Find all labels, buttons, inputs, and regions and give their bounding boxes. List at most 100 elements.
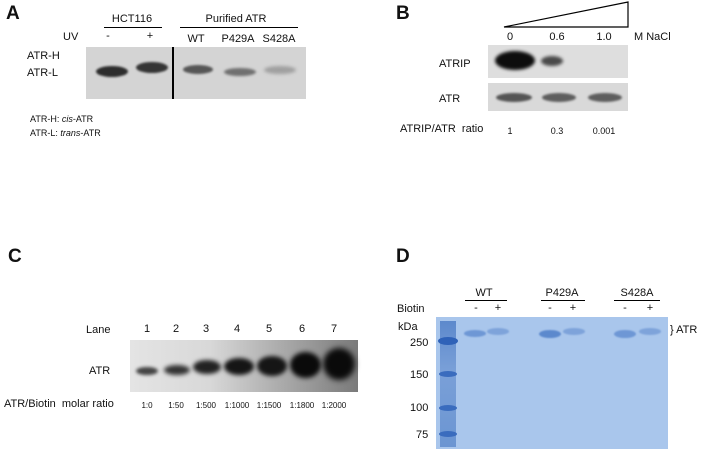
band (224, 358, 254, 375)
legend-l-suffix: -ATR (80, 128, 101, 138)
band (541, 56, 563, 66)
row-atr-c-label: ATR (89, 365, 111, 377)
legend-l-prefix: ATR-L: (30, 128, 61, 138)
band (495, 51, 535, 70)
atr-band (487, 328, 509, 335)
uv-minus: - (106, 30, 110, 42)
row-atr-label: ATR (439, 93, 461, 105)
lane-number: 7 (330, 323, 338, 335)
nacl-conc-0: 0 (506, 31, 514, 43)
molar-ratio-value: 1:1000 (224, 401, 250, 410)
legend-h-term: cis (61, 114, 73, 124)
band-atr-l-label: ATR-L (27, 67, 58, 79)
atr-band (539, 330, 561, 338)
lane-number: 5 (265, 323, 273, 335)
panel-c-blot (130, 340, 358, 392)
group-hct116-label: HCT116 (111, 13, 153, 25)
biotin-minus: - (548, 302, 552, 314)
lane-p429a-label: P429A (221, 33, 255, 45)
nacl-unit: M NaCl (634, 31, 671, 43)
band (193, 360, 221, 374)
atr-band (563, 328, 585, 335)
marker-100: 100 (410, 402, 429, 414)
atr-band (464, 330, 486, 337)
marker-250: 250 (410, 337, 429, 349)
band (136, 62, 168, 73)
group-s428a-line (614, 300, 660, 301)
band (496, 93, 532, 102)
band (588, 93, 622, 102)
blot-atrip (488, 45, 628, 78)
band (96, 66, 128, 77)
panel-a-label: A (6, 3, 20, 24)
group-p429a-label: P429A (545, 287, 579, 299)
molar-ratio-value: 1:2000 (321, 401, 347, 410)
group-p429a-line (541, 300, 585, 301)
atrip-atr-ratio-label: ATRIP/ATR ratio (400, 123, 484, 135)
group-wt-label: WT (475, 287, 493, 299)
atr-band (614, 330, 636, 338)
molar-ratio-value: 1:50 (168, 401, 184, 410)
legend-atr-h: ATR-H: cis-ATR (30, 114, 93, 124)
lane-label: Lane (86, 324, 111, 336)
lane-number: 3 (202, 323, 210, 335)
biotin-plus: + (494, 302, 502, 314)
ladder-band (439, 371, 457, 377)
marker-75: 75 (416, 429, 429, 441)
lane-wt-label: WT (187, 33, 205, 45)
panel-b-label: B (396, 3, 410, 24)
molar-ratio-value: 1:1800 (289, 401, 315, 410)
nacl-conc-2: 1.0 (596, 31, 612, 43)
atr-bracket-label: } ATR (670, 324, 698, 336)
biotin-minus: - (623, 302, 627, 314)
ladder-lane (440, 321, 456, 447)
atr-band (639, 328, 661, 335)
band (136, 367, 158, 375)
group-purified-atr-line (180, 27, 298, 28)
molar-ratio-value: 1:0 (141, 401, 153, 410)
band (164, 365, 190, 375)
band (224, 68, 256, 76)
lane-s428a-label: S428A (262, 33, 296, 45)
nacl-conc-1: 0.6 (549, 31, 565, 43)
kda-label: kDa (398, 321, 418, 333)
biotin-minus: - (474, 302, 478, 314)
band (183, 65, 213, 74)
atr-biotin-ratio-label: ATR/Biotin molar ratio (4, 398, 114, 410)
panel-a-divider (172, 47, 174, 99)
group-purified-atr-label: Purified ATR (205, 13, 267, 25)
biotin-label: Biotin (397, 303, 425, 315)
biotin-plus: + (569, 302, 577, 314)
ladder-band (438, 337, 458, 345)
ladder-band (439, 405, 457, 411)
group-wt-line (465, 300, 507, 301)
biotin-plus: + (646, 302, 654, 314)
band (264, 66, 296, 74)
legend-atr-l: ATR-L: trans-ATR (30, 128, 101, 138)
band-atr-h-label: ATR-H (27, 50, 60, 62)
legend-h-prefix: ATR-H: (30, 114, 62, 124)
molar-ratio-value: 1:500 (195, 401, 217, 410)
lane-number: 2 (172, 323, 180, 335)
legend-l-term: trans (60, 128, 81, 138)
row-atrip-label: ATRIP (439, 58, 471, 70)
group-s428a-label: S428A (620, 287, 654, 299)
panel-d-label: D (396, 246, 410, 267)
band (290, 352, 321, 378)
group-hct116-line (104, 27, 162, 28)
panel-c-label: C (8, 246, 22, 267)
atrip-atr-ratio-value: 0.3 (550, 126, 564, 136)
band (542, 93, 576, 102)
legend-h-suffix: -ATR (72, 114, 94, 124)
molar-ratio-value: 1:1500 (256, 401, 282, 410)
ladder-band (439, 431, 457, 437)
uv-plus: + (146, 30, 154, 42)
uv-label: UV (63, 31, 79, 43)
atrip-atr-ratio-value: 0.001 (592, 126, 616, 136)
lane-number: 4 (233, 323, 241, 335)
panel-a-blot (86, 47, 306, 99)
blot-atr (488, 83, 628, 111)
lane-number: 6 (298, 323, 306, 335)
marker-150: 150 (410, 369, 429, 381)
